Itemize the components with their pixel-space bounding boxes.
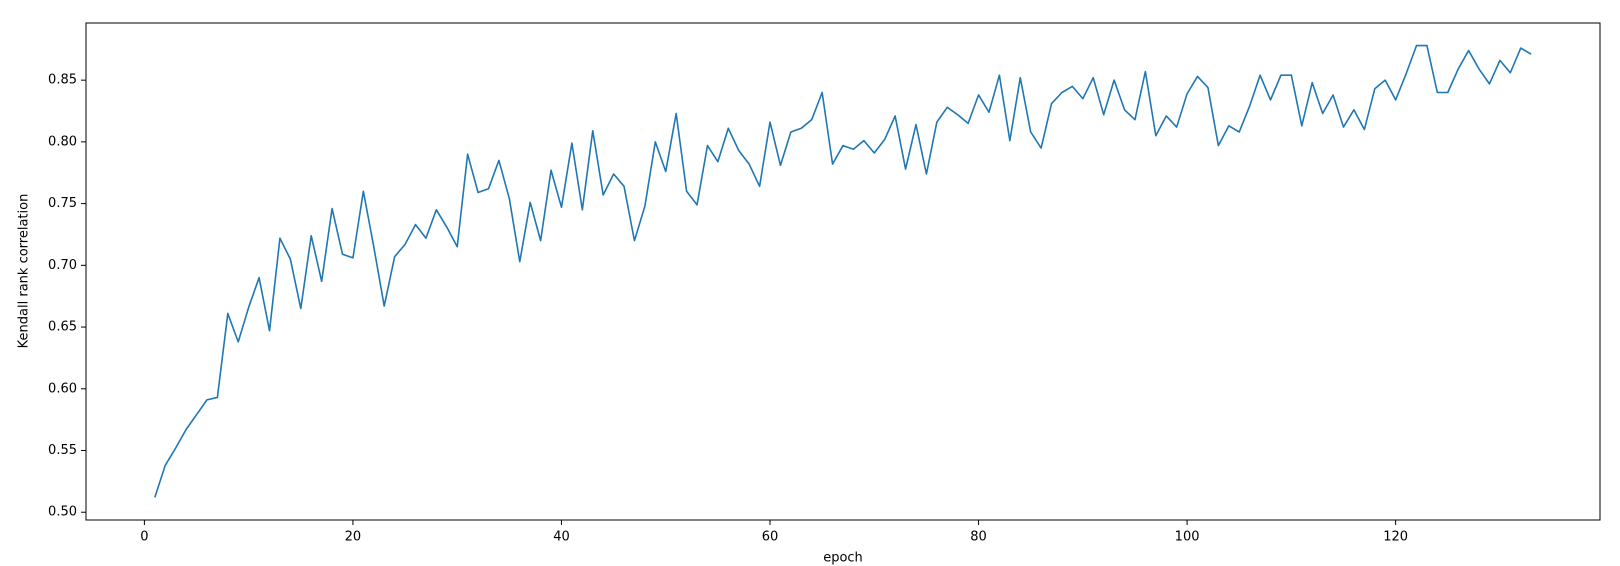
x-tick-label: 0 [140,530,148,545]
plot-frame [85,22,1601,521]
x-tick-label: 80 [970,530,987,545]
y-tick-label: 0.70 [48,258,77,273]
x-tick-label: 20 [345,530,362,545]
y-tick-label: 0.80 [48,134,77,149]
x-tick-label: 120 [1383,530,1408,545]
x-tick-label: 40 [553,530,570,545]
y-tick-label: 0.85 [48,73,77,88]
x-axis-label: epoch [823,551,863,566]
y-tick-label: 0.75 [48,196,77,211]
data-line [154,44,1532,498]
y-tick-label: 0.65 [48,320,77,335]
x-tick-label: 60 [762,530,779,545]
y-tick-label: 0.50 [48,505,77,520]
y-tick-label: 0.55 [48,443,77,458]
x-tick-label: 100 [1175,530,1200,545]
y-axis-label: Kendall rank correlation [17,194,32,349]
y-tick-label: 0.60 [48,381,77,396]
